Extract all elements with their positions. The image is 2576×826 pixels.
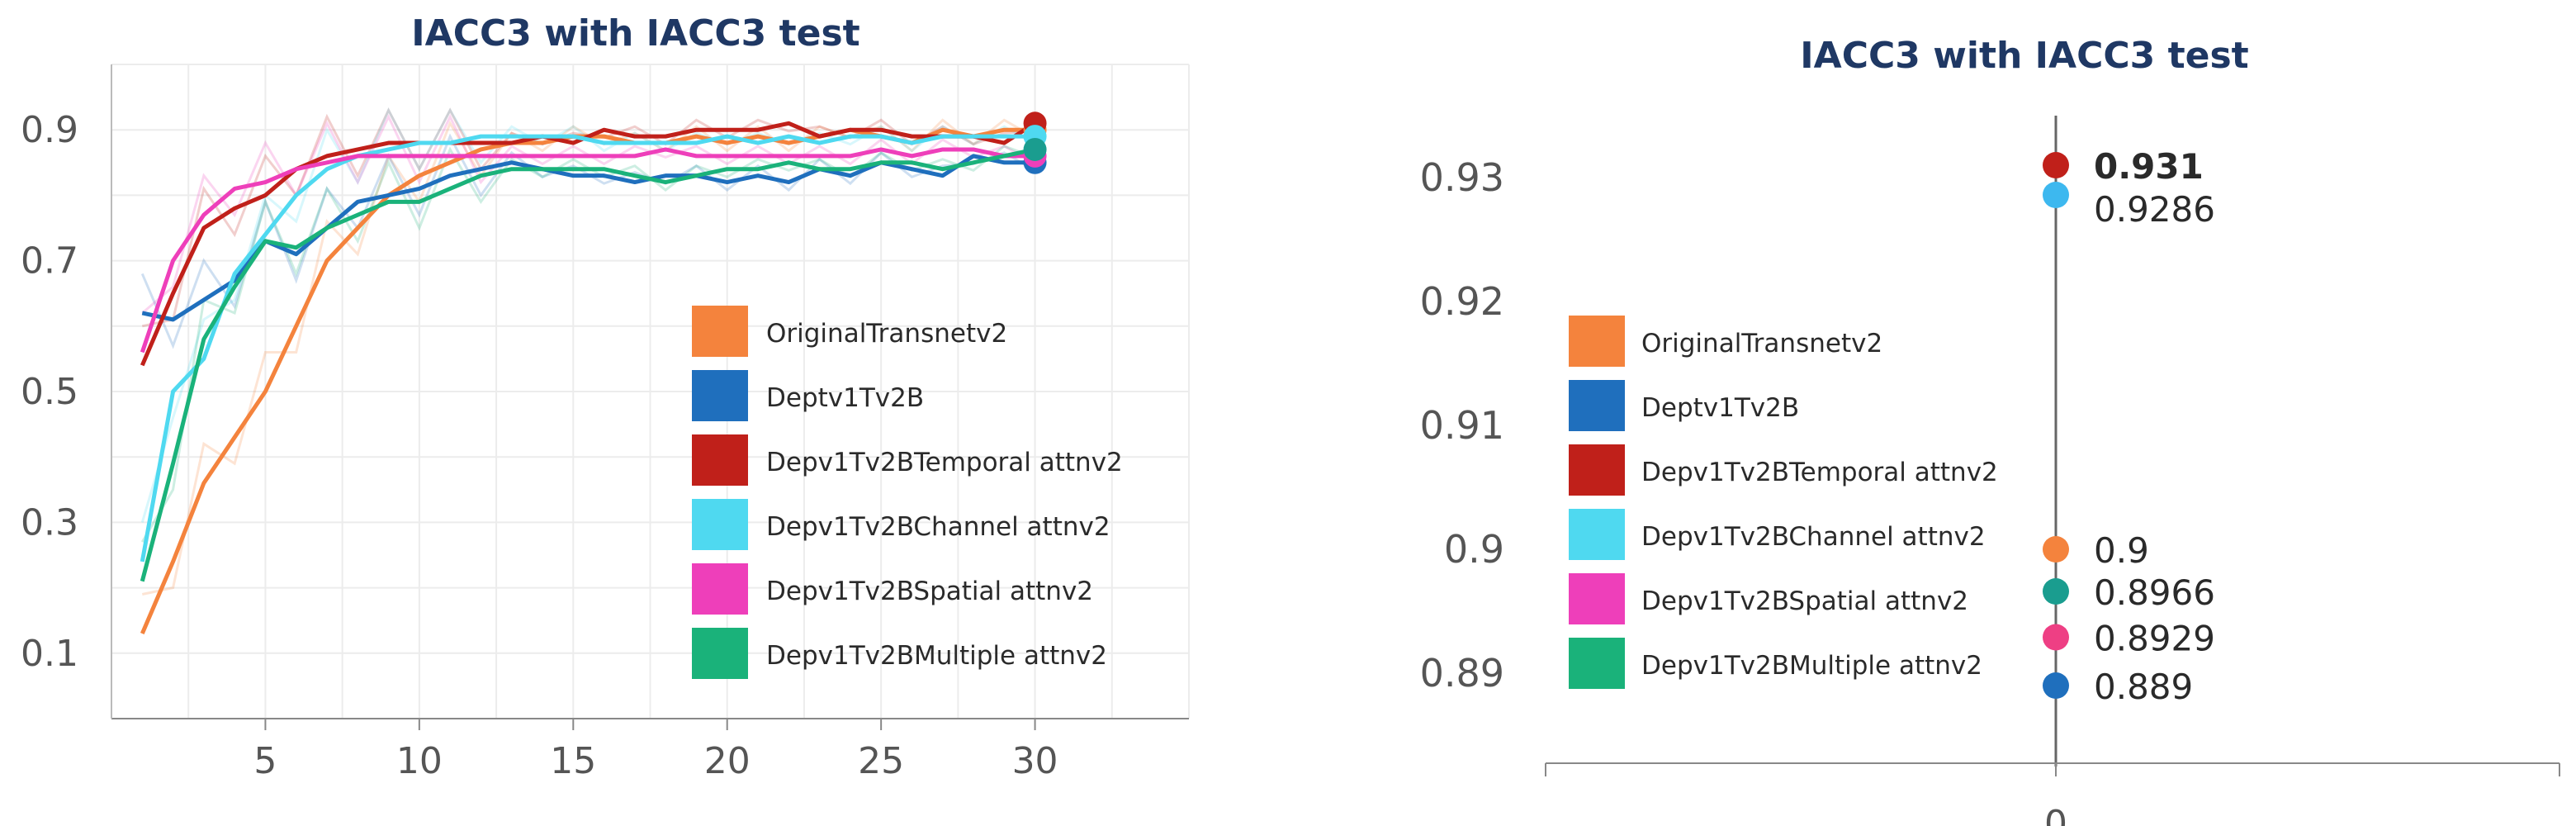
legend-swatch	[692, 628, 748, 679]
data-point	[2043, 578, 2069, 605]
data-label: 0.9	[2094, 530, 2149, 571]
legend-swatch	[1569, 573, 1625, 624]
data-point	[2043, 536, 2069, 563]
y-tick-label: 0.9	[1444, 527, 1504, 572]
x-tick-label: 25	[858, 740, 904, 782]
series-line	[140, 147, 1036, 582]
series-line	[140, 147, 1035, 354]
legend-label: Depv1Tv2BSpatial attnv2	[766, 577, 1093, 606]
dot-chart: IACC3 with IACC3 test 0 0.89 0.9 0.91 0.92 0.9…	[1420, 35, 2560, 826]
legend-label: Depv1Tv2BChannel attnv2	[766, 512, 1110, 542]
x-tick-label: 20	[704, 740, 751, 782]
data-point	[2043, 624, 2069, 651]
legend-swatch	[692, 370, 748, 421]
y-tick-label: 0.93	[1420, 155, 1504, 200]
legend-label: Depv1Tv2BMultiple attnv2	[766, 641, 1107, 671]
legend-swatch	[1569, 638, 1625, 689]
data-label: 0.8929	[2094, 619, 2215, 659]
legend-label: Depv1Tv2BSpatial attnv2	[1641, 586, 1968, 616]
legend-swatch	[1569, 444, 1625, 496]
x-tick-label: 10	[396, 740, 443, 782]
legend-label: Depv1Tv2BMultiple attnv2	[1641, 651, 1982, 681]
legend-swatch	[692, 306, 748, 357]
y-tick-label: 0.89	[1420, 651, 1504, 695]
legend-label: Deptv1Tv2B	[1641, 393, 1799, 423]
series-endpoint	[1023, 137, 1047, 161]
x-tick-label: 0	[2044, 803, 2067, 826]
series-line	[140, 134, 1035, 563]
y-tick-label: 0.92	[1420, 279, 1504, 324]
legend-swatch	[1569, 316, 1625, 367]
y-tick-label: 0.7	[21, 240, 78, 282]
data-point	[2043, 182, 2069, 208]
legend-label: OriginalTransnetv2	[1641, 329, 1882, 358]
legend-swatch	[692, 499, 748, 550]
legend-label: Depv1Tv2BTemporal attnv2	[1641, 458, 1998, 487]
data-label: 0.889	[2094, 667, 2193, 707]
series-ghost-line	[141, 113, 1036, 315]
legend-label: Depv1Tv2BChannel attnv2	[1641, 522, 1986, 552]
legend-swatch	[1569, 509, 1625, 560]
chart-title: IACC3 with IACC3 test	[1800, 35, 2248, 77]
series-line	[141, 154, 1035, 322]
data-label: 0.8966	[2094, 572, 2215, 613]
legend-label: Depv1Tv2BTemporal attnv2	[766, 448, 1123, 477]
legend-swatch	[692, 434, 748, 486]
y-tick-label: 0.3	[21, 501, 78, 544]
legend-label: Deptv1Tv2B	[766, 383, 924, 413]
x-tick-label: 30	[1012, 740, 1058, 782]
y-tick-label: 0.91	[1420, 403, 1504, 448]
y-tick-label: 0.5	[21, 371, 78, 413]
legend-swatch	[1569, 380, 1625, 431]
x-tick-label: 15	[550, 740, 596, 782]
legend-swatch	[692, 563, 748, 615]
y-tick-label: 0.1	[21, 633, 78, 675]
x-tick-label: 5	[253, 740, 277, 782]
data-point	[2043, 672, 2069, 699]
data-point	[2043, 152, 2069, 178]
data-label: 0.931	[2094, 146, 2204, 187]
legend-label: OriginalTransnetv2	[766, 319, 1007, 349]
line-chart: 5 10 15 20 25 30 0.1 0.3 0.5 0.7 0.9 IACC3 with IAC…	[21, 12, 1190, 782]
y-tick-label: 0.9	[21, 109, 78, 151]
chart-title: IACC3 with IACC3 test	[411, 12, 859, 55]
data-label: 0.9286	[2094, 189, 2215, 230]
